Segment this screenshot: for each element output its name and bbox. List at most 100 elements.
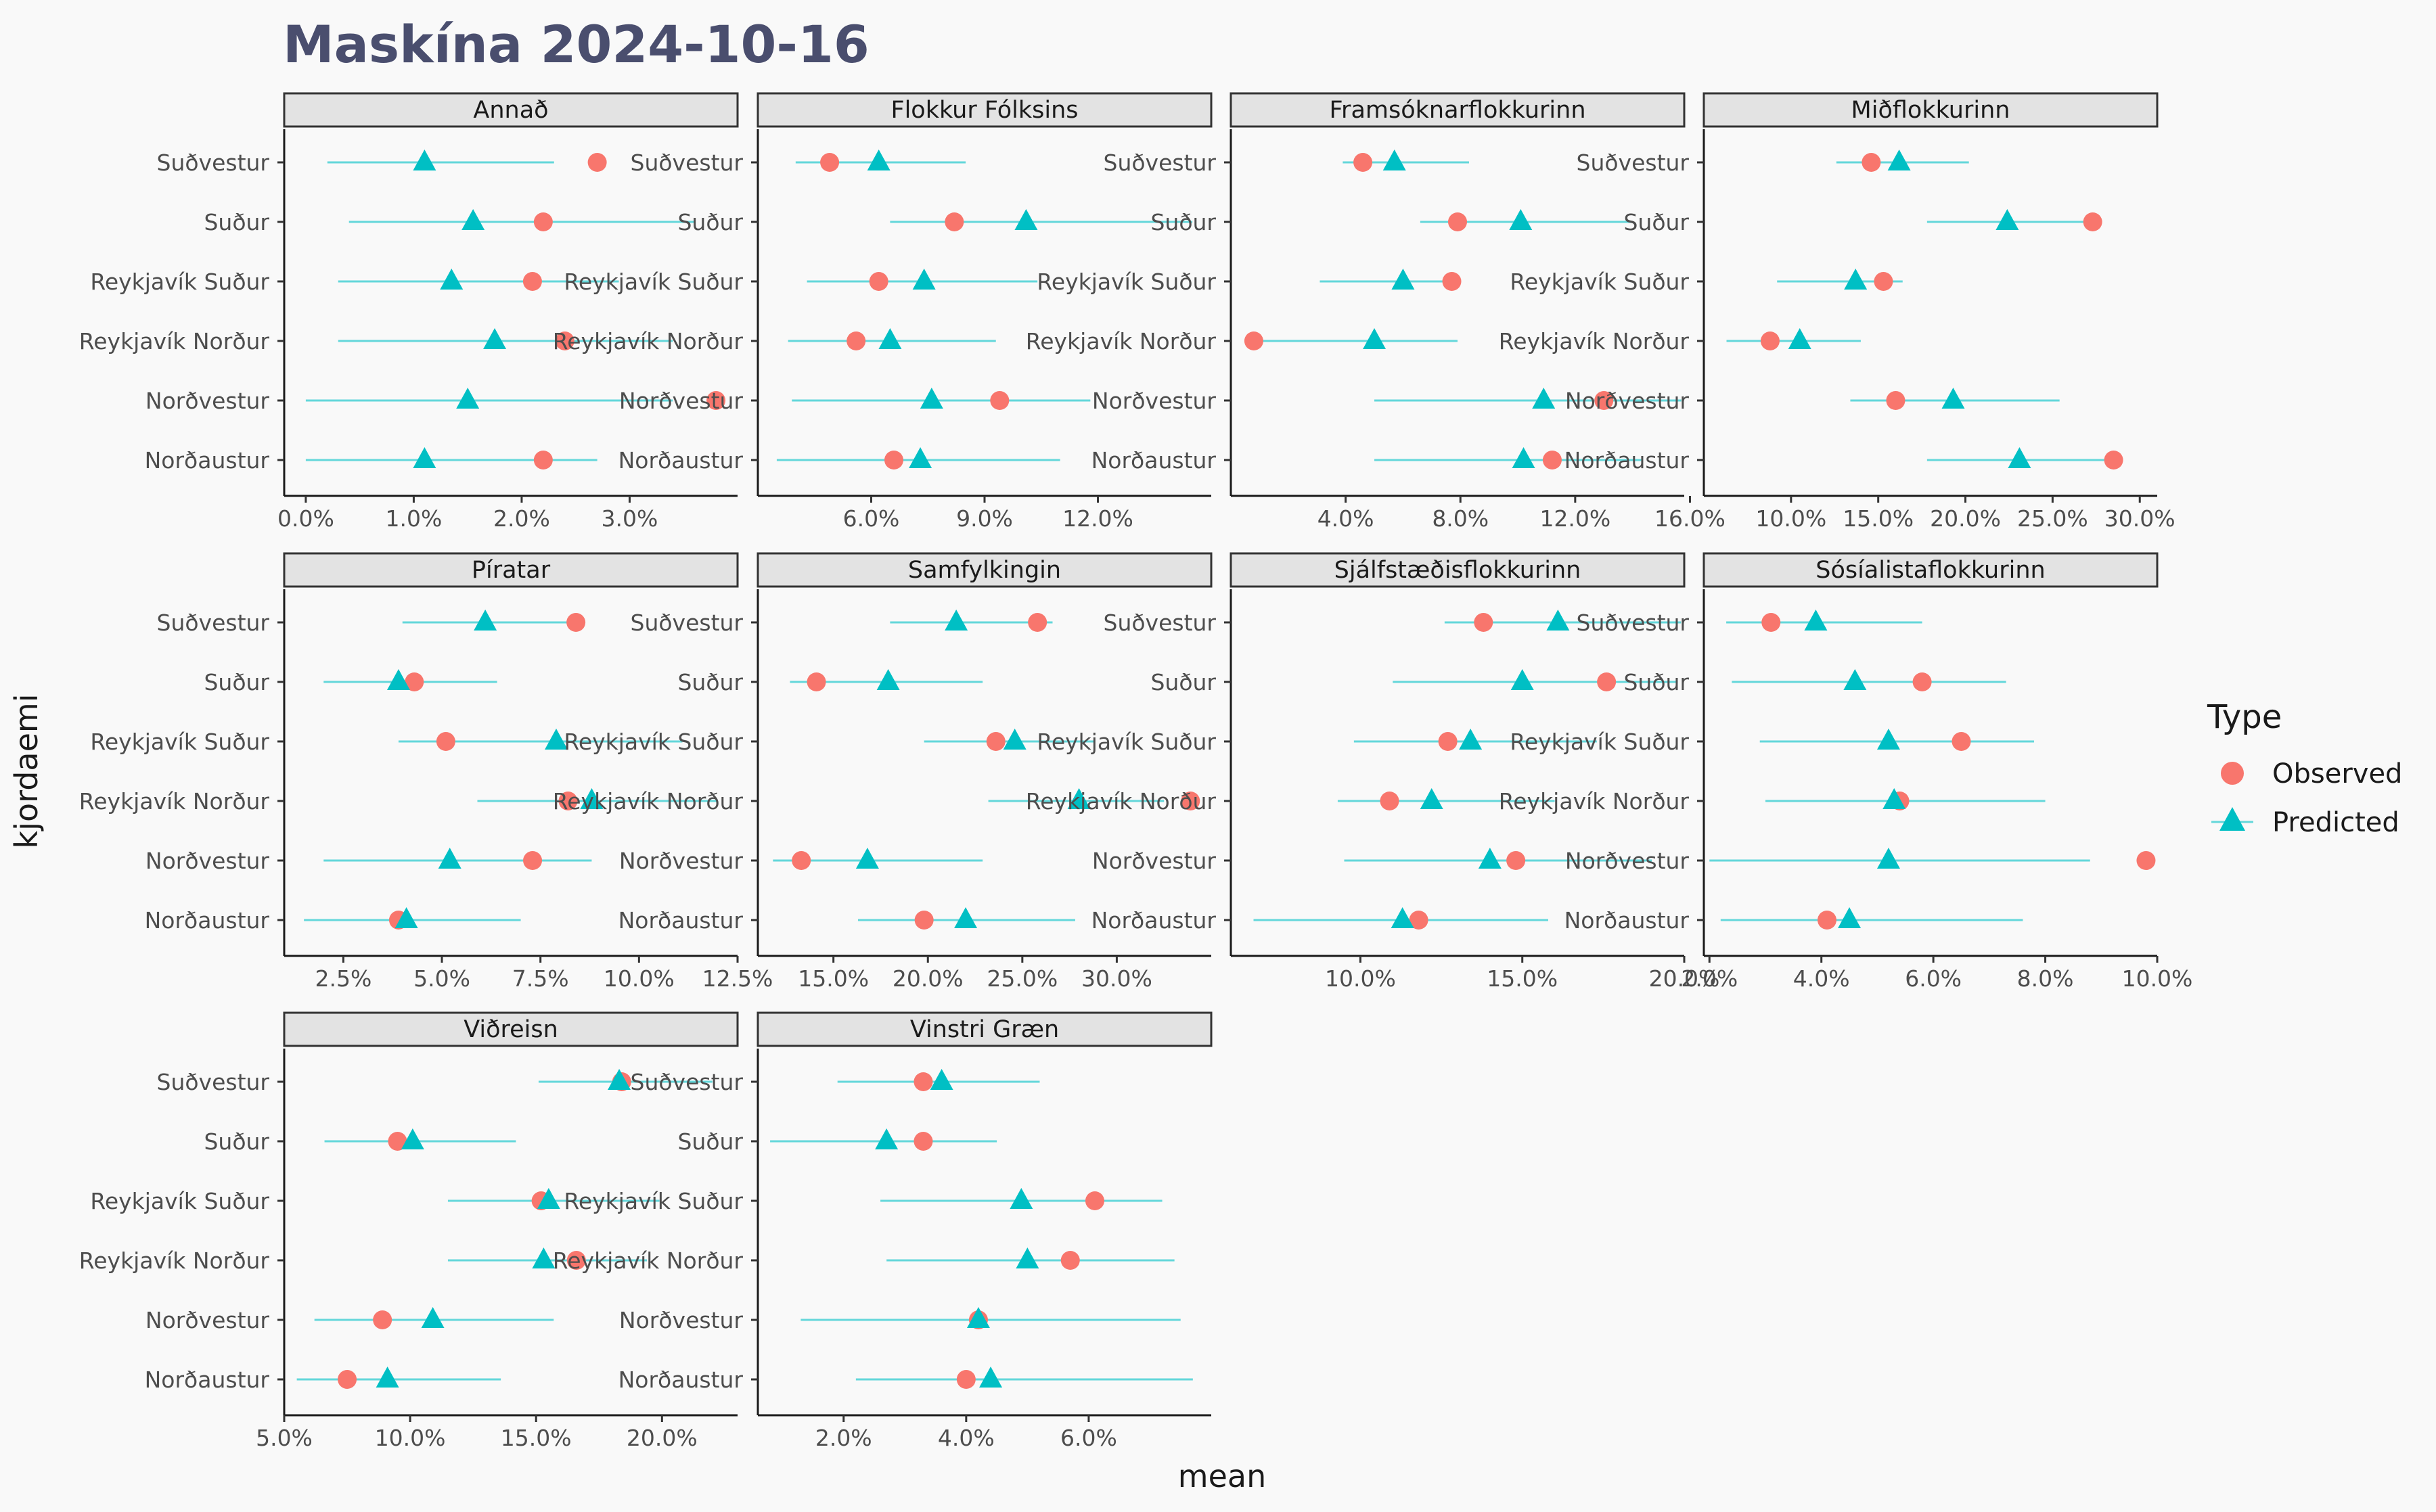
predicted-point-nor-austur <box>376 1367 399 1388</box>
predicted-point-reykjavik-nor-ur <box>1420 788 1443 809</box>
y-tick-label: Suður <box>1150 669 1216 695</box>
y-tick-label: Reykjavík Norður <box>553 328 744 354</box>
predicted-point-su-ur <box>461 209 485 230</box>
y-tick-label: Norðaustur <box>618 447 744 474</box>
strip-vinstri-gr-n <box>757 1011 1213 1047</box>
y-tick-label: Suður <box>1623 669 1689 695</box>
observed-point-reykjavik-nor-ur <box>1060 1251 1080 1270</box>
strip-samfylkingin <box>757 552 1213 588</box>
predicted-point-nor-austur <box>394 907 418 928</box>
observed-point-reykjavik-su-ur <box>1438 732 1458 751</box>
strip-label-framsoknarflokkurinn: Framsóknarflokkurinn <box>1329 97 1585 124</box>
panel-vinstri-gr-n: Vinstri Græn 2.0% 4.0% 6.0% Suðvestur Suður Re… <box>553 1011 1213 1451</box>
legend-key-observed <box>2221 762 2244 785</box>
observed-point-su-ur <box>945 212 964 231</box>
observed-point-su-vestur <box>820 153 840 172</box>
y-tick-label: Norðvestur <box>145 388 270 414</box>
y-tick-label: Suður <box>204 669 269 695</box>
predicted-point-reykjavik-su-ur <box>545 729 568 750</box>
observed-point-nor-vestur <box>373 1310 392 1329</box>
y-tick-label: Norðvestur <box>145 1307 270 1333</box>
strip-vi-reisn <box>283 1011 739 1047</box>
observed-point-nor-austur <box>884 451 903 469</box>
y-tick-label: Reykjavík Norður <box>1026 788 1217 815</box>
y-axis-title: kjordaemi <box>8 694 45 849</box>
strip-label-sosialistaflokkurinn: Sósíalistaflokkurinn <box>1815 557 2045 584</box>
x-tick-label: 3.0% <box>602 505 658 532</box>
predicted-point-reykjavik-su-ur <box>1003 729 1027 750</box>
predicted-point-nor-austur <box>954 907 978 928</box>
x-tick-label: 8.0% <box>2017 965 2074 992</box>
strip-sjalfst-isflokkurinn <box>1230 552 1686 588</box>
observed-point-nor-austur <box>1542 451 1562 469</box>
predicted-point-reykjavik-nor-ur <box>1788 328 1811 349</box>
predicted-point-reykjavik-su-ur <box>1459 729 1483 750</box>
y-tick-label: Suður <box>204 1128 269 1155</box>
observed-point-su-vestur <box>1761 613 1781 632</box>
predicted-point-nor-vestur <box>1478 848 1502 869</box>
predicted-point-reykjavik-nor-ur <box>1882 788 1906 809</box>
predicted-point-nor-vestur <box>1876 848 1900 869</box>
predicted-point-reykjavik-nor-ur <box>1363 328 1386 349</box>
strip-label-samfylkingin: Samfylkingin <box>908 557 1061 584</box>
x-tick-label: 1.0% <box>386 505 443 532</box>
x-tick-label: 20.0% <box>1649 965 1720 992</box>
y-tick-label: Reykjavík Suður <box>564 1188 743 1214</box>
observed-point-reykjavik-nor-ur <box>555 331 574 350</box>
strip-framsoknarflokkurinn <box>1230 92 1686 128</box>
observed-point-su-vestur <box>1474 613 1493 632</box>
observed-point-reykjavik-nor-ur <box>566 1251 586 1270</box>
predicted-point-su-vestur <box>608 1069 631 1090</box>
y-tick-label: Reykjavík Suður <box>564 269 743 295</box>
panel-samfylkingin: Samfylkingin 15.0% 20.0% 25.0% 30.0% Suðvestu… <box>553 552 1213 992</box>
strip-label-vi-reisn: Viðreisn <box>464 1016 558 1043</box>
predicted-point-su-ur <box>1509 209 1533 230</box>
predicted-point-reykjavik-nor-ur <box>580 788 604 809</box>
y-tick-label: Norðaustur <box>145 447 270 474</box>
predicted-point-su-vestur <box>1382 150 1406 170</box>
predicted-point-su-vestur <box>413 150 436 170</box>
observed-point-nor-vestur <box>792 851 811 870</box>
predicted-point-nor-vestur <box>920 388 943 409</box>
x-tick-label: 2.5% <box>315 965 371 992</box>
observed-point-nor-austur <box>1817 911 1836 930</box>
predicted-point-reykjavik-su-ur <box>1391 269 1415 290</box>
predicted-point-su-vestur <box>1546 610 1570 631</box>
predicted-point-su-ur <box>1995 209 2019 230</box>
y-tick-label: Norðvestur <box>145 848 270 874</box>
x-tick-label: 2.0% <box>1681 965 1738 992</box>
predicted-point-nor-austur <box>413 447 436 468</box>
predicted-point-su-vestur <box>867 150 890 170</box>
x-tick-label: 4.0% <box>938 1425 995 1451</box>
y-tick-label: Suður <box>1150 209 1216 235</box>
observed-point-nor-vestur <box>2136 851 2156 870</box>
predicted-point-nor-vestur <box>1532 388 1556 409</box>
y-tick-label: Suðvestur <box>157 1069 270 1095</box>
strip-mi-flokkurinn <box>1702 92 2159 128</box>
predicted-point-reykjavik-su-ur <box>912 269 936 290</box>
predicted-point-su-ur <box>1014 209 1038 230</box>
observed-point-su-ur <box>1448 212 1467 231</box>
y-tick-label: Norðaustur <box>1564 907 1690 934</box>
panel-anna: Annað 0.0% 1.0% 2.0% 3.0% Suðvestur Suður Reykj… <box>79 92 739 532</box>
y-tick-label: Suðvestur <box>157 610 270 636</box>
y-tick-label: Reykjavík Norður <box>553 1247 744 1274</box>
x-tick-label: 20.0% <box>627 1425 698 1451</box>
x-tick-label: 12.0% <box>1062 505 1133 532</box>
y-tick-label: Norðaustur <box>145 1367 270 1393</box>
x-tick-label: 6.0% <box>1060 1425 1117 1451</box>
panel-piratar: Píratar 2.5% 5.0% 7.5% 10.0% 12.5% Suðvestur Su… <box>79 552 773 992</box>
observed-point-nor-austur <box>914 911 934 930</box>
x-tick-label: 2.0% <box>815 1425 872 1451</box>
panel-framsoknarflokkurinn: Framsóknarflokkurinn 4.0% 8.0% 12.0% 16.0% Su… <box>1026 92 1726 532</box>
y-tick-label: Reykjavík Norður <box>79 1247 270 1274</box>
predicted-point-su-ur <box>386 669 410 690</box>
observed-point-nor-austur <box>1409 911 1428 930</box>
observed-point-nor-austur <box>533 451 553 469</box>
panel-sosialistaflokkurinn: Sósíalistaflokkurinn 2.0% 4.0% 6.0% 8.0% 10.0… <box>1499 552 2192 992</box>
x-tick-label: 10.0% <box>1755 505 1826 532</box>
y-tick-label: Reykjavík Suður <box>90 729 269 755</box>
observed-point-su-ur <box>807 672 826 691</box>
predicted-point-reykjavik-su-ur <box>1844 269 1868 290</box>
observed-point-reykjavik-nor-ur <box>1244 331 1263 350</box>
